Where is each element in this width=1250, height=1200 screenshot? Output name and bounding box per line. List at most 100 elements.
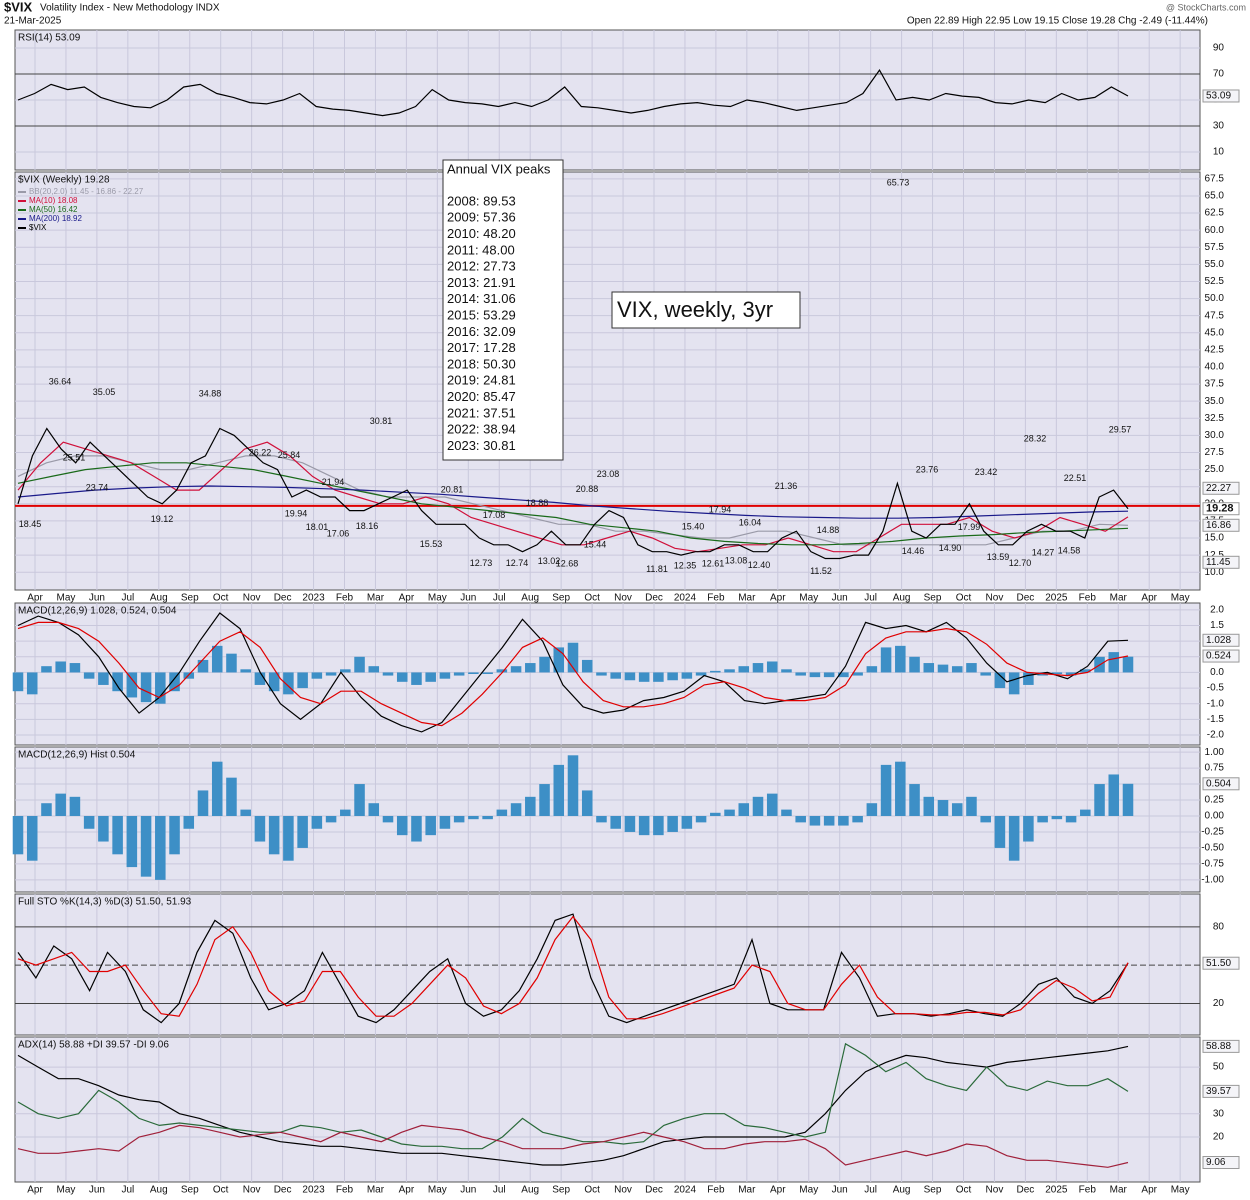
peaks-box-line: 2019: 24.81 xyxy=(447,373,516,388)
peak-label: 30.81 xyxy=(370,416,393,426)
peak-label: 18.01 xyxy=(306,522,329,532)
histogram-bar xyxy=(283,815,294,861)
histogram-bar xyxy=(866,803,878,816)
peaks-box-line: 2020: 85.47 xyxy=(447,389,516,404)
value-box xyxy=(1202,1156,1240,1170)
histogram-bar xyxy=(211,645,223,673)
histogram-bar xyxy=(12,815,24,855)
value-label: 1.028 xyxy=(1206,635,1231,646)
histogram-bar xyxy=(126,672,138,698)
histogram-bar xyxy=(539,784,550,816)
histogram-bar xyxy=(766,661,778,673)
histogram-bar xyxy=(197,790,209,816)
series-line xyxy=(17,612,1129,733)
x-tick-label: Mar xyxy=(738,1185,756,1196)
series-line xyxy=(17,427,1129,560)
peak-label: 34.88 xyxy=(199,388,222,398)
x-tick-label: Apr xyxy=(27,1185,43,1196)
x-tick-label: Mar xyxy=(1110,1185,1128,1196)
histogram-bar xyxy=(638,672,650,682)
value-label: 58.88 xyxy=(1206,1041,1231,1052)
histogram-bar xyxy=(254,815,266,842)
histogram-bar xyxy=(966,796,977,816)
histogram-bar xyxy=(567,642,579,673)
x-tick-label: Apr xyxy=(770,593,786,604)
value-label: 19.28 xyxy=(1206,503,1234,515)
peak-label: 19.94 xyxy=(285,509,308,519)
histogram-bar xyxy=(781,809,792,816)
histogram-bar xyxy=(226,653,237,673)
peak-label: 12.40 xyxy=(748,560,771,570)
peak-label: 18.16 xyxy=(356,521,379,531)
x-tick-label: Mar xyxy=(738,593,756,604)
x-tick-label: Feb xyxy=(336,593,354,604)
histogram-bar xyxy=(1023,815,1034,842)
histogram-bar xyxy=(681,815,693,829)
y-tick-label: 47.5 xyxy=(1205,310,1225,321)
x-tick-label: Nov xyxy=(614,1185,632,1196)
value-label: 39.57 xyxy=(1206,1086,1231,1097)
histogram-bar xyxy=(468,672,479,674)
histogram-bar xyxy=(909,656,920,673)
peak-label: 17.06 xyxy=(327,528,350,538)
histogram-bar xyxy=(880,764,892,816)
y-tick-label: -1.00 xyxy=(1201,875,1224,886)
histogram-bar xyxy=(624,815,636,832)
histogram-bar xyxy=(1037,815,1048,823)
histogram-bar xyxy=(439,672,451,679)
series-line xyxy=(17,621,1129,727)
histogram-bar xyxy=(795,815,806,823)
y-tick-label: 35.0 xyxy=(1205,396,1225,407)
annotation-box xyxy=(611,291,801,329)
y-tick-label: 20 xyxy=(1213,998,1225,1009)
x-tick-label: Nov xyxy=(614,593,632,604)
y-tick-label: 12.5 xyxy=(1205,550,1225,561)
y-tick-label: -1.0 xyxy=(1207,698,1225,709)
x-tick-label: Mar xyxy=(367,593,385,604)
histogram-bar xyxy=(425,672,436,682)
peak-label: 28.32 xyxy=(1024,433,1047,443)
histogram-bar xyxy=(667,672,678,681)
y-tick-label: -0.5 xyxy=(1207,683,1225,694)
peaks-box-line: 2010: 48.20 xyxy=(447,226,516,241)
histogram-bar xyxy=(596,672,607,676)
y-tick-label: 50.0 xyxy=(1205,293,1225,304)
y-tick-label: 30 xyxy=(1213,121,1225,132)
histogram-bar xyxy=(354,656,365,673)
histogram-bar xyxy=(525,796,536,816)
histogram-bar xyxy=(140,815,152,877)
histogram-bar xyxy=(283,672,294,695)
value-label: 0.504 xyxy=(1206,778,1231,789)
peak-label: 17.99 xyxy=(958,522,981,532)
legend-label: $VIX xyxy=(29,223,47,232)
x-tick-label: Jun xyxy=(89,593,105,604)
peaks-box-line: 2013: 21.91 xyxy=(447,275,516,290)
histogram-bar xyxy=(197,659,209,673)
legend-label: MA(10) 18.08 xyxy=(29,196,78,205)
x-tick-label: May xyxy=(799,593,818,604)
histogram-bar xyxy=(895,761,906,816)
x-tick-label: Aug xyxy=(521,1185,539,1196)
y-tick-label: 67.5 xyxy=(1205,173,1225,184)
value-label: 0.524 xyxy=(1206,651,1231,662)
histogram-bar xyxy=(268,815,280,855)
peak-label: 23.42 xyxy=(975,467,998,477)
x-tick-label: Sep xyxy=(181,593,199,604)
peaks-box-line: 2011: 48.00 xyxy=(447,242,515,257)
y-tick-label: 30 xyxy=(1213,1108,1225,1119)
x-tick-label: Sep xyxy=(924,593,942,604)
histogram-bar xyxy=(1094,784,1105,816)
histogram-bar xyxy=(710,812,721,816)
histogram-bar xyxy=(482,672,493,674)
series-line xyxy=(17,915,1129,1020)
histogram-bar xyxy=(1122,656,1134,673)
histogram-bar xyxy=(311,815,323,829)
peaks-box xyxy=(442,159,564,461)
value-label: 16.86 xyxy=(1206,520,1231,531)
histogram-bar xyxy=(724,669,735,673)
histogram-bar xyxy=(26,815,38,861)
y-tick-label: 40.0 xyxy=(1205,362,1225,373)
y-tick-label: 90 xyxy=(1213,43,1225,54)
histogram-bar xyxy=(766,793,778,816)
y-tick-label: -0.50 xyxy=(1201,843,1224,854)
